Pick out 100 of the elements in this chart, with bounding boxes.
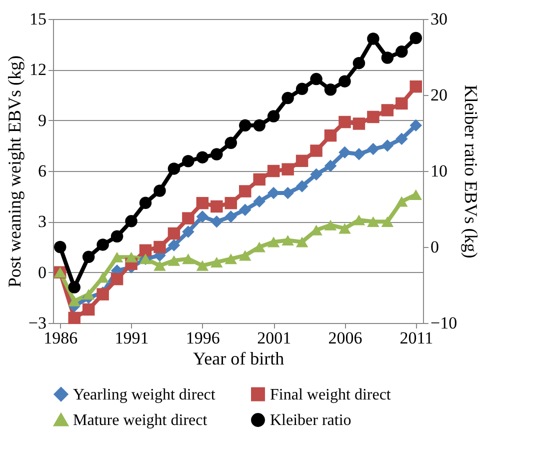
point — [282, 163, 294, 176]
point — [352, 118, 366, 130]
point — [367, 216, 380, 227]
point — [154, 184, 166, 197]
point — [224, 196, 238, 210]
point — [381, 216, 394, 227]
point — [238, 185, 252, 198]
point — [324, 160, 337, 172]
point — [396, 132, 408, 146]
point — [310, 144, 322, 157]
y2-tick-label: 20 — [430, 86, 448, 104]
point — [410, 32, 422, 44]
point — [196, 151, 209, 164]
x-tick-label: 2001 — [257, 328, 292, 348]
point — [338, 223, 351, 234]
y-tick-label: 15 — [30, 10, 46, 28]
y-tick-label: 0 — [38, 262, 46, 282]
point — [54, 240, 66, 254]
point — [154, 260, 166, 271]
point — [367, 110, 380, 124]
point — [68, 281, 80, 294]
y2-axis-title: Kleiber ratio EBVs (kg) — [461, 84, 482, 258]
y-tick-label: 9 — [38, 110, 46, 130]
point — [367, 142, 380, 156]
point — [396, 97, 408, 110]
point — [253, 119, 266, 132]
point — [196, 196, 209, 210]
point — [210, 200, 223, 213]
point — [267, 164, 280, 178]
point — [253, 195, 266, 208]
point — [224, 210, 238, 223]
y-tick-label: −3 — [28, 314, 46, 332]
point — [154, 240, 166, 254]
point — [267, 236, 280, 248]
point — [352, 214, 366, 226]
point — [139, 244, 152, 256]
point — [296, 180, 308, 192]
x-axis-title: Year of birth — [192, 348, 284, 368]
point — [338, 146, 351, 159]
point — [310, 168, 322, 180]
point — [210, 256, 223, 268]
x-tick-label: 2006 — [328, 328, 362, 348]
point — [68, 312, 80, 324]
point — [238, 119, 252, 132]
point — [224, 136, 238, 149]
point — [381, 52, 394, 64]
point — [238, 204, 252, 216]
y2-tick-label: 30 — [430, 10, 448, 28]
point — [381, 140, 394, 152]
point — [82, 303, 95, 316]
point — [352, 148, 366, 160]
point — [182, 155, 194, 168]
legend-label: Final weight direct — [270, 386, 392, 404]
x-tick-label: 1986 — [44, 328, 78, 348]
point — [324, 220, 337, 230]
point — [224, 254, 238, 264]
point — [168, 255, 180, 266]
legend-label: Kleiber ratio — [270, 412, 352, 429]
point — [367, 32, 380, 45]
point — [338, 75, 351, 88]
point — [96, 272, 109, 283]
point — [238, 250, 252, 261]
y-tick-label: 6 — [38, 162, 46, 180]
point — [267, 110, 280, 122]
point — [196, 210, 209, 223]
legend-label: Yearling weight direct — [73, 386, 216, 404]
point — [352, 56, 366, 70]
point — [125, 215, 138, 228]
point — [168, 227, 180, 240]
x-tick-label: 1991 — [114, 328, 149, 348]
point — [282, 234, 294, 246]
point — [396, 46, 408, 58]
x-tick-label: 2011 — [400, 328, 434, 348]
point — [182, 254, 194, 264]
point — [125, 252, 138, 262]
point — [381, 104, 394, 116]
point — [253, 173, 266, 186]
point — [296, 82, 308, 96]
point — [182, 212, 194, 224]
point — [110, 252, 124, 262]
y-tick-label: 3 — [38, 212, 46, 232]
point — [310, 72, 322, 86]
point — [324, 84, 337, 96]
point — [68, 296, 80, 306]
point — [338, 116, 351, 128]
y2-tick-label: 10 — [430, 162, 448, 180]
y-tick-label: 12 — [30, 60, 46, 80]
point — [168, 162, 180, 175]
point — [182, 226, 194, 238]
point — [296, 236, 308, 248]
point — [110, 272, 124, 286]
point — [410, 80, 422, 93]
point — [110, 230, 124, 242]
point — [82, 250, 95, 263]
point — [210, 216, 223, 228]
point — [168, 239, 180, 252]
point — [324, 129, 337, 142]
legend-label: Mature weight direct — [73, 412, 208, 429]
point — [410, 189, 422, 200]
point — [82, 288, 95, 300]
